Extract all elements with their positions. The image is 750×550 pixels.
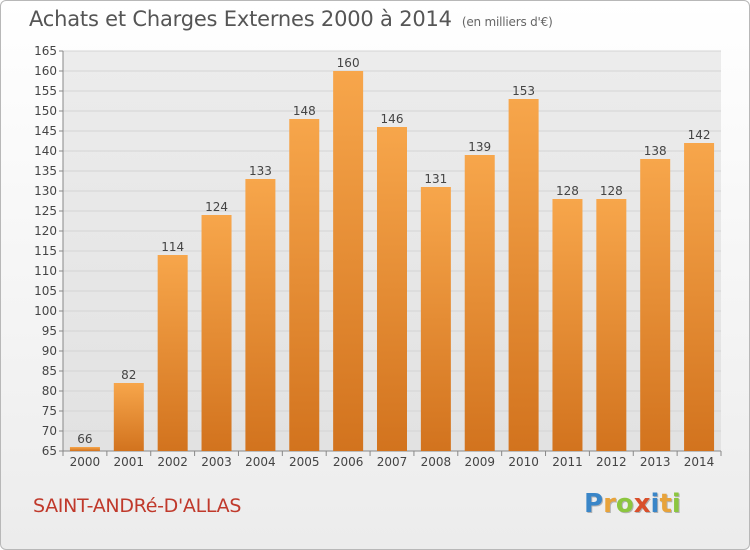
- y-tick-label: 80: [42, 384, 57, 398]
- y-tick-label: 140: [34, 144, 57, 158]
- logo-letter: i: [650, 489, 660, 519]
- bar-2006: [333, 71, 364, 451]
- x-tick-label: 2000: [70, 455, 101, 469]
- data-label: 128: [600, 184, 623, 198]
- chart-title-text: Achats et Charges Externes 2000 à 2014: [29, 7, 452, 31]
- bar-2011: [552, 199, 583, 451]
- bar-2014: [684, 143, 715, 451]
- y-tick-label: 90: [42, 344, 57, 358]
- data-label: 153: [512, 84, 535, 98]
- bar-2010: [508, 99, 539, 451]
- bar-2007: [377, 127, 407, 451]
- y-tick-label: 130: [34, 184, 57, 198]
- x-tick-label: 2013: [640, 455, 671, 469]
- data-label: 82: [121, 368, 136, 382]
- x-tick-label: 2003: [201, 455, 232, 469]
- y-tick-label: 120: [34, 224, 57, 238]
- proxiti-logo: Proxiti: [584, 489, 681, 519]
- y-tick-label: 85: [42, 364, 57, 378]
- data-label: 142: [688, 128, 711, 142]
- data-label: 148: [293, 104, 316, 118]
- logo-letter: t: [659, 489, 672, 519]
- data-label: 138: [644, 144, 667, 158]
- data-label: 146: [381, 112, 404, 126]
- logo-letter: P: [584, 489, 604, 519]
- y-tick-label: 115: [34, 244, 57, 258]
- bar-2013: [640, 159, 671, 451]
- commune-name: SAINT-ANDRé-D'ALLAS: [33, 495, 242, 517]
- chart-title: Achats et Charges Externes 2000 à 2014 (e…: [29, 7, 553, 31]
- bar-2008: [420, 187, 451, 451]
- y-tick-label: 65: [42, 444, 57, 458]
- data-label: 114: [161, 240, 184, 254]
- data-label: 128: [556, 184, 579, 198]
- y-tick-label: 75: [42, 404, 57, 418]
- x-tick-label: 2008: [421, 455, 452, 469]
- x-axis: 2000 2001 2002 2003 2004 2005 2006 2007 2008 2009…: [62, 451, 722, 469]
- y-tick-label: 150: [34, 104, 57, 118]
- x-tick-label: 2010: [508, 455, 539, 469]
- y-axis: 65 70 75 80 85 90 95 100 105 110 115 120 125 130 135 14…: [34, 44, 721, 458]
- bar-2005: [289, 119, 320, 451]
- y-tick-label: 110: [34, 264, 57, 278]
- x-tick-label: 2007: [377, 455, 408, 469]
- data-label: 160: [337, 56, 360, 70]
- bar-2000: [69, 447, 100, 451]
- y-tick-label: 160: [34, 64, 57, 78]
- x-tick-label: 2014: [684, 455, 715, 469]
- y-tick-label: 155: [34, 84, 57, 98]
- bar-2003: [201, 215, 232, 451]
- y-tick-label: 165: [34, 44, 57, 58]
- bar-2004: [245, 179, 276, 451]
- data-labels: 66 82 114 124 133 148 160 146 131 139 153 128 128 138…: [77, 56, 710, 446]
- y-tick-label: 95: [42, 324, 57, 338]
- data-label: 124: [205, 200, 228, 214]
- logo-letter: i: [671, 489, 681, 519]
- y-tick-label: 105: [34, 284, 57, 298]
- bars: [69, 71, 715, 451]
- bar-2012: [596, 199, 627, 451]
- bar-2009: [464, 155, 495, 451]
- x-tick-label: 2002: [157, 455, 188, 469]
- bar-2002: [157, 255, 188, 451]
- data-label: 139: [468, 140, 491, 154]
- y-tick-label: 125: [34, 204, 57, 218]
- y-tick-label: 145: [34, 124, 57, 138]
- x-tick-label: 2004: [245, 455, 276, 469]
- y-tick-label: 135: [34, 164, 57, 178]
- x-tick-label: 2005: [289, 455, 320, 469]
- y-tick-label: 70: [42, 424, 57, 438]
- data-label: 131: [424, 172, 447, 186]
- x-tick-label: 2011: [552, 455, 583, 469]
- logo-letter: x: [633, 489, 651, 519]
- chart-subtitle: (en milliers d'€): [461, 15, 553, 29]
- y-tick-label: 100: [34, 304, 57, 318]
- x-tick-label: 2006: [333, 455, 364, 469]
- x-tick-label: 2012: [596, 455, 627, 469]
- bar-2001: [113, 383, 144, 451]
- x-tick-label: 2001: [114, 455, 145, 469]
- data-label: 66: [77, 432, 92, 446]
- logo-letter: o: [615, 489, 634, 519]
- logo-letter: r: [603, 489, 616, 519]
- data-label: 133: [249, 164, 272, 178]
- x-tick-label: 2009: [464, 455, 495, 469]
